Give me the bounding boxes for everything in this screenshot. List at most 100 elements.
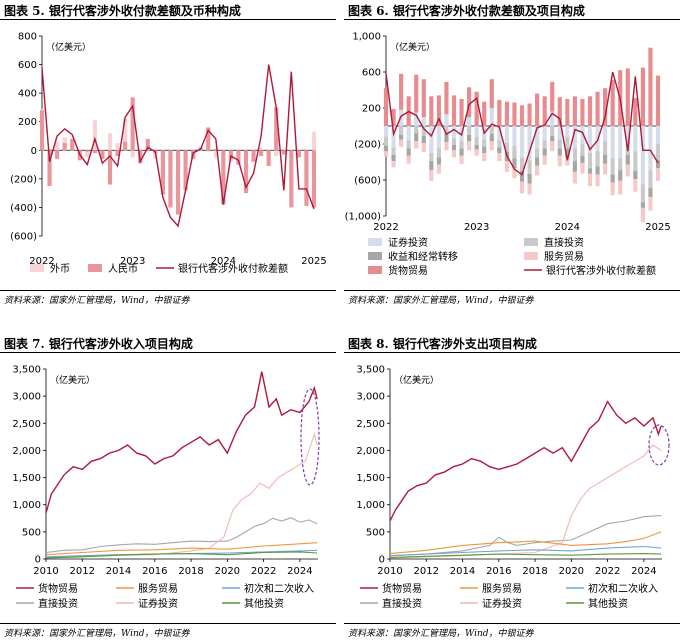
fig6-goods-bar xyxy=(580,99,585,126)
fig5-xtick-label: 2024 xyxy=(211,256,236,267)
fig6-service-bar xyxy=(640,207,645,223)
fig6-legend-income-label: 收益和经常转移 xyxy=(388,250,458,263)
fig6-income-bar xyxy=(519,171,525,182)
fig6-legend-direct-label: 直接投资 xyxy=(544,236,584,249)
fig6-sec-bar xyxy=(429,126,434,153)
fig7-xtick-label: 2020 xyxy=(215,566,240,577)
fig6-net-line xyxy=(385,71,659,176)
figure-6-bottom-rule xyxy=(344,290,680,291)
fig6-sec-bar xyxy=(633,126,638,152)
fig5-fx-bar xyxy=(274,150,279,156)
fig6-service-bar xyxy=(618,180,623,195)
fig7-ytick-label: 2,500 xyxy=(12,419,41,430)
fig6-direct-bar xyxy=(610,158,615,175)
fig6-direct-bar xyxy=(474,136,479,145)
fig6-goods-bar xyxy=(565,99,570,126)
fig5-ytick-label: 600 xyxy=(18,60,37,71)
fig6-service-bar xyxy=(474,149,479,156)
fig6-service-bar xyxy=(451,150,457,158)
fig6-income-bar xyxy=(648,188,653,198)
fig6-goods-bar xyxy=(429,96,434,126)
fig6-service-bar xyxy=(610,182,615,196)
fig6-goods-bar xyxy=(459,99,464,126)
fig5-rmb-bar xyxy=(168,150,173,208)
fig8-ytick-label: 500 xyxy=(366,527,385,538)
fig5-legend-fx-swatch xyxy=(30,264,44,272)
fig6-legend-direct-swatch xyxy=(524,238,538,246)
fig6-direct-bar xyxy=(467,126,472,135)
fig6-service-bar xyxy=(429,170,434,181)
fig7-legend-service-label: 服务贸易 xyxy=(138,582,178,595)
fig8-legend-sec-label: 证券投资 xyxy=(482,597,522,610)
fig6-goods-bar xyxy=(391,108,396,126)
fig7-service-line xyxy=(45,542,318,556)
fig6-income-bar xyxy=(557,148,562,156)
fig6-goods-bar xyxy=(640,67,645,126)
fig6-service-bar xyxy=(421,143,426,153)
fig6-income-bar xyxy=(572,161,577,172)
fig5-rmb-bar xyxy=(145,138,150,151)
fig5-xtick-label: 2022 xyxy=(29,256,54,267)
fig8-xtick-label: 2022 xyxy=(595,566,620,577)
fig8-legend-direct-label: 直接投资 xyxy=(382,597,422,610)
figure-6-source: 资料来源：国家外汇管理局，Wind，中银证券 xyxy=(348,296,534,306)
fig6-goods-bar xyxy=(474,91,479,126)
figure-7-chart: 0 500 1,000 1,500 2,000 2,500 3,000 3,500 （亿美元） 2… xyxy=(12,365,320,610)
fig7-ytick-label: 500 xyxy=(22,527,41,538)
fig6-service-bar xyxy=(519,181,525,194)
fig6-direct-bar xyxy=(512,145,517,159)
fig5-rmb-bar xyxy=(289,150,294,208)
fig8-xtick-label: 2018 xyxy=(522,566,547,577)
fig5-rmb-bar xyxy=(39,110,45,151)
fig5-fx-bar xyxy=(259,147,264,151)
fig6-service-bar xyxy=(655,168,661,181)
fig6-direct-bar xyxy=(497,140,502,148)
fig6-goods-bar xyxy=(512,102,517,126)
fig7-legend-other-label: 其他投资 xyxy=(244,597,284,610)
fig6-legend-net-label: 银行代客涉外收付款差额 xyxy=(546,264,656,277)
fig5-ytick-label: 200 xyxy=(18,117,37,128)
fig6-service-bar xyxy=(383,151,389,157)
fig6-sec-bar xyxy=(640,126,645,185)
fig5-net-line xyxy=(41,64,315,228)
fig6-sec-bar xyxy=(648,126,653,171)
fig6-income-bar xyxy=(512,158,517,169)
fig8-xtick-label: 2014 xyxy=(450,566,475,577)
fig8-legend-service-label: 服务贸易 xyxy=(482,582,522,595)
fig6-sec-bar xyxy=(512,126,517,146)
fig6-goods-bar xyxy=(610,80,615,126)
fig6-goods-bar xyxy=(383,88,389,126)
fig7-xtick-label: 2018 xyxy=(178,566,203,577)
fig6-direct-bar xyxy=(451,138,457,145)
fig5-rmb-bar xyxy=(160,150,165,195)
fig5-fx-bar xyxy=(123,118,128,151)
fig6-goods-bar xyxy=(557,97,562,126)
fig5-rmb-bar xyxy=(70,138,75,151)
fig6-ylabel: （亿美元） xyxy=(390,41,435,53)
fig8-legend-goods-label: 货物贸易 xyxy=(382,582,422,595)
fig5-xtick-label: 2023 xyxy=(120,256,145,267)
fig5-rmb-bar xyxy=(55,150,60,159)
fig6-xtick-label: 2022 xyxy=(373,222,398,233)
figure-5-top-rule xyxy=(0,19,336,20)
fig6-direct-bar xyxy=(489,126,494,135)
fig5-rmb-bar xyxy=(123,141,128,151)
fig6-service-bar xyxy=(633,179,638,192)
fig6-direct-bar xyxy=(429,153,434,162)
fig5-ytick-label: 400 xyxy=(18,89,37,100)
fig6-service-bar xyxy=(436,164,441,174)
fig7-xtick-label: 2016 xyxy=(142,566,167,577)
fig7-ytick-label: 0 xyxy=(35,555,41,566)
fig8-ytick-label: 0 xyxy=(379,555,385,566)
fig5-rmb-bar xyxy=(62,143,67,151)
fig5-fx-bar xyxy=(138,148,143,151)
fig7-xtick-label: 2014 xyxy=(106,566,131,577)
fig5-rmb-bar xyxy=(175,150,181,215)
fig6-goods-bar xyxy=(587,96,593,126)
fig6-direct-bar xyxy=(565,136,570,149)
fig6-service-bar xyxy=(482,153,487,162)
fig6-sec-bar xyxy=(489,108,494,126)
figure-8-panel: 图表 8. 银行代客涉外支出项目构成 0 500 1,000 1,500 2,000 2,… xyxy=(344,333,683,643)
fig6-direct-bar xyxy=(595,151,600,167)
fig6-goods-bar xyxy=(451,95,457,126)
